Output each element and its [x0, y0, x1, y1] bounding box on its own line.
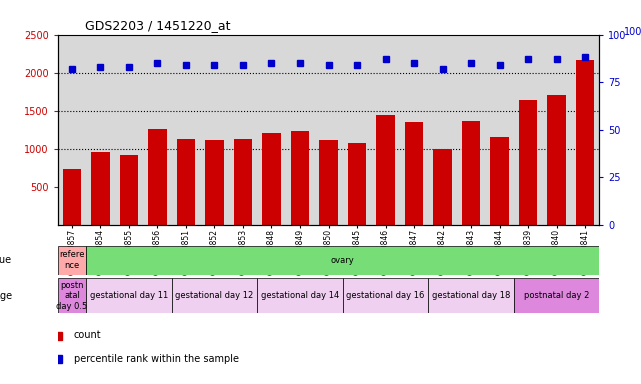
Bar	[404, 122, 423, 225]
Bar	[428, 278, 514, 313]
Bar	[348, 143, 366, 225]
Bar	[205, 140, 224, 225]
Bar	[234, 139, 253, 225]
Bar	[319, 140, 338, 225]
Bar	[519, 100, 537, 225]
Text: tissue: tissue	[0, 255, 12, 265]
Y-axis label: 100%: 100%	[624, 27, 641, 37]
Text: postn
atal
day 0.5: postn atal day 0.5	[56, 281, 88, 311]
Bar	[490, 137, 509, 225]
Bar	[547, 94, 566, 225]
Bar	[291, 131, 309, 225]
Bar	[433, 149, 452, 225]
Bar	[58, 246, 86, 275]
Bar	[257, 278, 343, 313]
Text: gestational day 16: gestational day 16	[346, 291, 425, 300]
Text: count: count	[74, 331, 101, 341]
Bar	[172, 278, 257, 313]
Bar	[177, 139, 196, 225]
Text: refere
nce: refere nce	[59, 250, 85, 270]
Bar	[343, 278, 428, 313]
Bar	[148, 129, 167, 225]
Text: gestational day 18: gestational day 18	[432, 291, 510, 300]
Bar	[262, 132, 281, 225]
Bar	[462, 121, 480, 225]
Bar	[63, 169, 81, 225]
Bar	[58, 278, 86, 313]
Bar	[120, 155, 138, 225]
Text: age: age	[0, 291, 12, 301]
Text: GDS2203 / 1451220_at: GDS2203 / 1451220_at	[85, 19, 230, 32]
Bar	[91, 152, 110, 225]
Bar	[376, 115, 395, 225]
Text: percentile rank within the sample: percentile rank within the sample	[74, 354, 239, 364]
Text: gestational day 11: gestational day 11	[90, 291, 168, 300]
Text: gestational day 12: gestational day 12	[176, 291, 254, 300]
Bar	[514, 278, 599, 313]
Text: gestational day 14: gestational day 14	[261, 291, 339, 300]
Text: postnatal day 2: postnatal day 2	[524, 291, 589, 300]
Bar	[86, 278, 172, 313]
Bar	[576, 60, 594, 225]
Text: ovary: ovary	[331, 256, 354, 265]
